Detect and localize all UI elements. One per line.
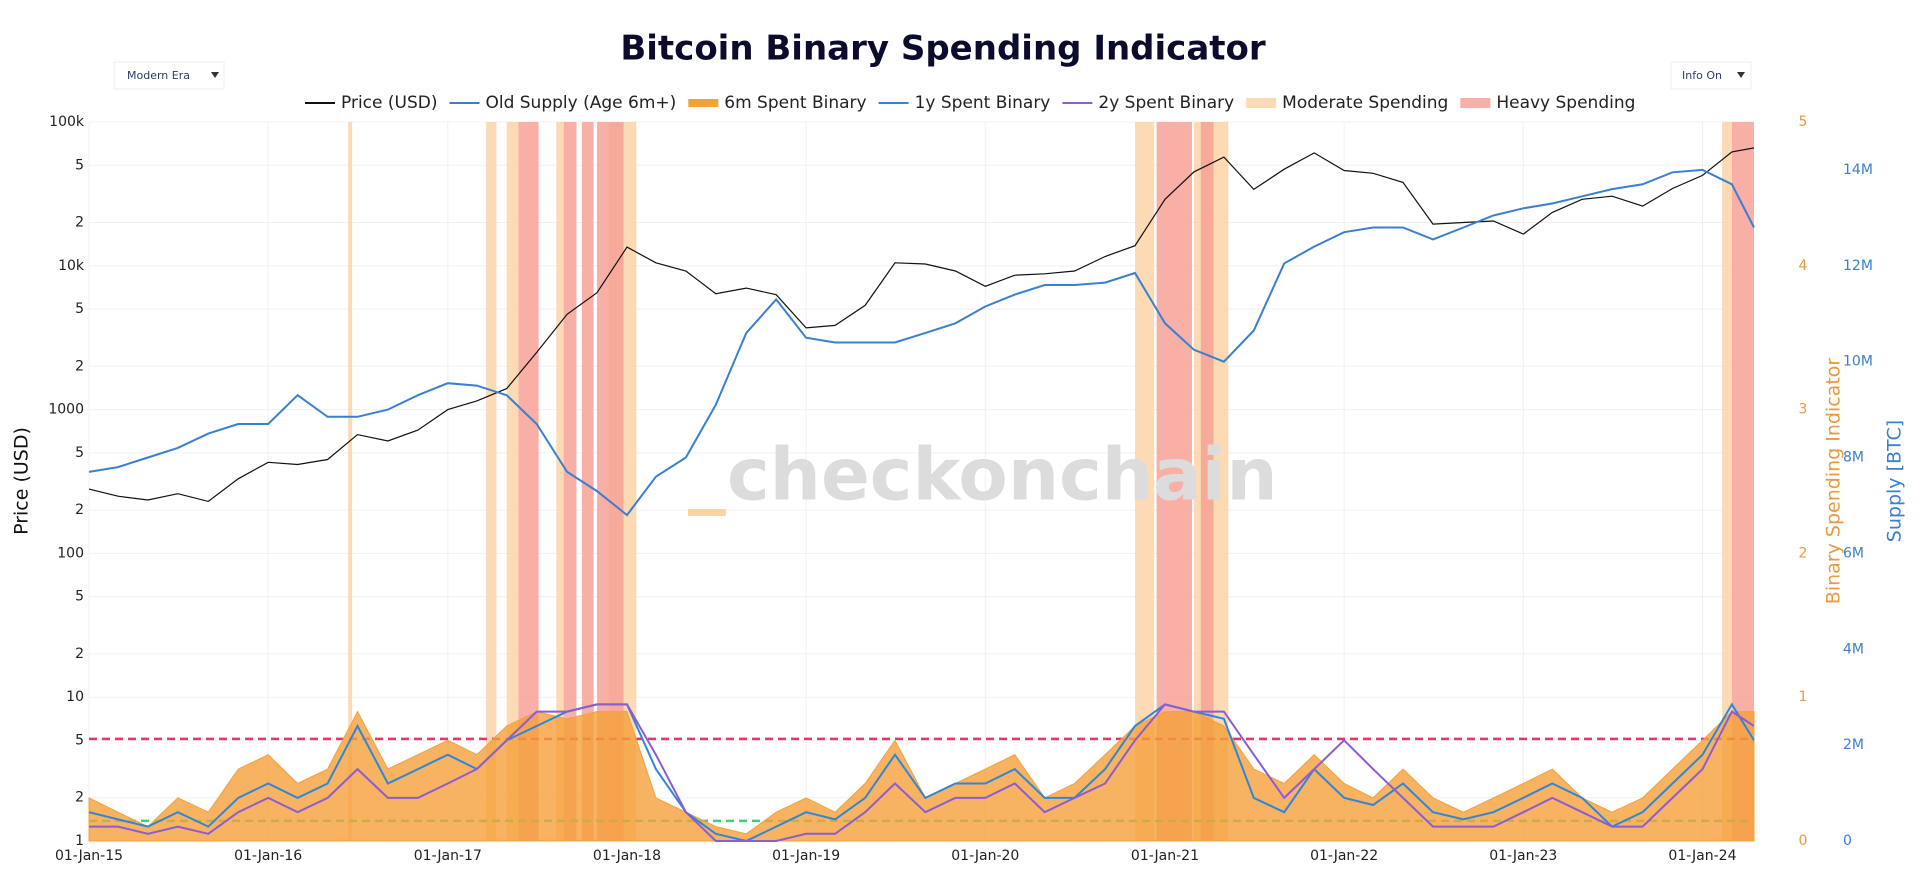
spending-zone: [556, 122, 564, 841]
y-tick-label: 10: [66, 689, 84, 705]
y3-axis-title: Supply [BTC]: [1884, 420, 1906, 542]
spending-zone: [1722, 122, 1732, 841]
series-line: [88, 702, 1755, 843]
y-tick-label: 5: [75, 732, 84, 748]
legend-swatch: [688, 99, 719, 107]
x-tick-label: 01-Jan-22: [1310, 848, 1378, 864]
y-tick-label: 2: [75, 502, 84, 518]
y-tick-label: 2: [75, 790, 84, 806]
y-tick-label: 5: [75, 301, 84, 317]
y2-tick-label: 3: [1799, 402, 1808, 418]
era-dropdown[interactable]: Modern Era: [113, 61, 225, 90]
y-tick-label: 5: [75, 589, 84, 605]
x-tick-label: 01-Jan-23: [1489, 848, 1557, 864]
y3-tick-label: 2M: [1843, 737, 1864, 753]
y3-tick-label: 8M: [1843, 450, 1864, 466]
y3-tick-label: 6M: [1843, 545, 1864, 561]
dropdown-label[interactable]: Modern Era: [127, 69, 190, 82]
legend-label: 6m Spent Binary: [724, 93, 866, 113]
y-tick-label: 5: [75, 445, 84, 461]
spending-zone: [1731, 122, 1754, 841]
x-tick-label: 01-Jan-19: [772, 848, 840, 864]
dropdown-arrow[interactable]: [211, 72, 219, 78]
y-tick-label: 10k: [58, 258, 85, 274]
legend-label: 1y Spent Binary: [915, 93, 1051, 113]
series-line: [88, 168, 1755, 517]
y3-tick-label: 14M: [1843, 162, 1873, 178]
legend: Price (USD) Old Supply (Age 6m+) 6m Spent …: [305, 93, 1635, 113]
dropdown-label[interactable]: Info On: [1682, 69, 1722, 82]
y-tick-label: 1000: [48, 402, 84, 418]
spending-zone: [486, 122, 497, 841]
info-dropdown[interactable]: Info On: [1670, 61, 1752, 90]
spending-zone: [348, 122, 353, 841]
y-tick-label: 2: [75, 646, 84, 662]
series-line: [89, 703, 1755, 842]
x-tick-label: 01-Jan-17: [414, 848, 482, 864]
chart-title: Bitcoin Binary Spending Indicator: [620, 29, 1266, 69]
legend-label: Moderate Spending: [1282, 93, 1448, 113]
watermark: checkonchain: [727, 433, 1278, 517]
y2-tick-label: 0: [1799, 833, 1808, 849]
y3-tick-label: 12M: [1843, 258, 1873, 274]
y-axis-title: Price (USD): [11, 427, 33, 535]
y3-tick-label: 10M: [1843, 354, 1873, 370]
y3-tick-label: 4M: [1843, 641, 1864, 657]
y-tick-label: 5: [75, 157, 84, 173]
dropdown-box[interactable]: [113, 61, 225, 90]
x-tick-label: 01-Jan-21: [1131, 848, 1199, 864]
legend-label: Old Supply (Age 6m+): [485, 93, 676, 113]
y2-tick-label: 4: [1799, 258, 1808, 274]
spending-zone: [1135, 122, 1155, 841]
spending-zone: [518, 122, 539, 841]
x-tick-label: 01-Jan-20: [951, 848, 1019, 864]
legend-label: 2y Spent Binary: [1098, 93, 1234, 113]
y-tick-label: 2: [75, 358, 84, 374]
legend-label: Heavy Spending: [1496, 93, 1635, 113]
dropdown-box[interactable]: [1670, 61, 1752, 90]
x-tick-label: 01-Jan-18: [593, 848, 661, 864]
x-tick-label: 01-Jan-15: [55, 848, 123, 864]
y2-tick-label: 2: [1799, 545, 1808, 561]
y-tick-label: 1: [75, 833, 84, 849]
spending-zone: [563, 122, 577, 841]
y3-tick-label: 0: [1843, 833, 1852, 849]
y-tick-label: 100: [57, 545, 84, 561]
y2-axis-title: Binary Spending Indicator: [1823, 358, 1845, 605]
legend-swatch: [1246, 98, 1277, 108]
legend-label: Price (USD): [341, 93, 437, 113]
y2-tick-label: 5: [1799, 114, 1808, 130]
x-tick-label: 01-Jan-24: [1668, 848, 1736, 864]
series-line: [88, 147, 1755, 503]
watermark-dash: [688, 509, 726, 516]
spending-zone: [1200, 122, 1214, 841]
y2-tick-label: 1: [1799, 689, 1808, 705]
dropdown-arrow[interactable]: [1737, 72, 1745, 78]
spending-zone: [581, 122, 594, 841]
plot-foreground: 01-Jan-15 01-Jan-16 01-Jan-17 01-Jan-18 01-J…: [48, 114, 1873, 864]
y-tick-label: 2: [75, 215, 84, 231]
x-tick-label: 01-Jan-16: [234, 848, 302, 864]
spending-zone: [506, 122, 519, 841]
y-tick-label: 100k: [49, 114, 85, 130]
legend-swatch: [1460, 98, 1491, 108]
